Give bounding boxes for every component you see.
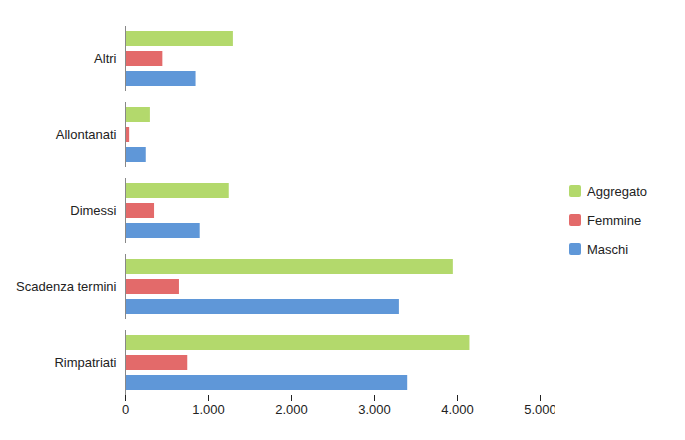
svg-text:0: 0 [122, 402, 129, 417]
html-text:Aggregato: Aggregato [587, 183, 647, 199]
svg-text:1.000: 1.000 [192, 402, 225, 417]
svg-text:Allontanati: Allontanati [56, 127, 117, 142]
svg-text:Dimessi: Dimessi [70, 203, 116, 218]
svg-text:2.000: 2.000 [275, 402, 308, 417]
html-text:Femmine: Femmine [587, 212, 642, 228]
svg-text:3.000: 3.000 [358, 402, 391, 417]
svg-text:Altri: Altri [94, 51, 117, 66]
svg-text:Rimpatriati: Rimpatriati [54, 355, 116, 370]
svg-text:5.000: 5.000 [524, 402, 555, 417]
html-text:Maschi: Maschi [587, 241, 629, 257]
svg-text:4.000: 4.000 [441, 402, 474, 417]
svg-text:Scadenza termini: Scadenza termini [16, 279, 117, 294]
